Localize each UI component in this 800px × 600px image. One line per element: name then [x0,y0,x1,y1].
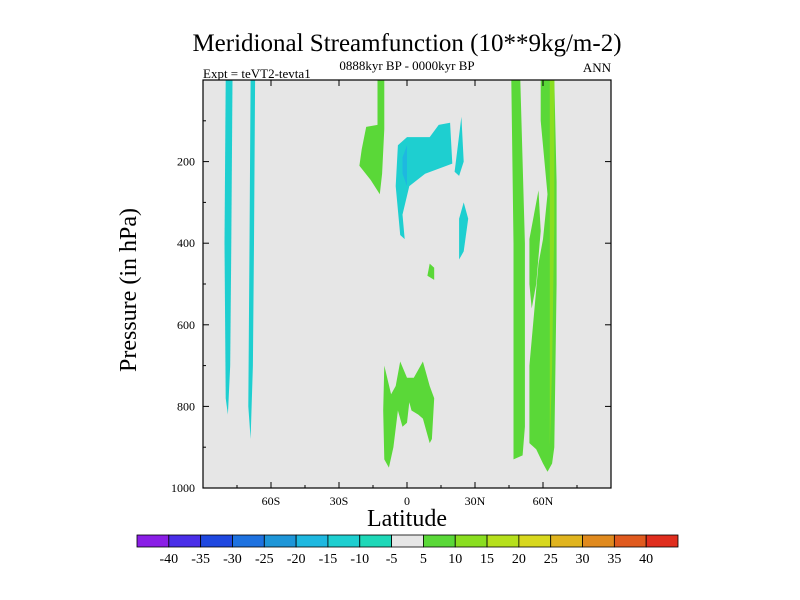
colorbar-label: 10 [448,552,462,567]
colorbar-box [550,534,583,548]
colorbar-box [136,534,170,548]
contour-region-4 [395,122,453,240]
x-tick-label: 30N [465,494,486,508]
colorbar-box [263,534,297,548]
period-label: 0888kyr BP - 0000kyr BP [339,58,474,73]
y-tick-label: 200 [177,155,195,169]
colorbar-label: -30 [223,552,242,567]
season-label: ANN [583,60,612,75]
chart-title: Meridional Streamfunction (10**9kg/m-2) [192,30,621,57]
colorbar-box [613,534,647,548]
contour-region-8 [427,263,435,280]
colorbar-label: -40 [159,552,178,567]
contour-region-14 [549,80,555,448]
colorbar-box [582,534,615,548]
axis-ticks: 60S 30S 0 30N 60N 200 400 600 800 1000 [171,80,611,508]
colorbar-box [486,534,520,548]
contour-region-9 [383,361,435,468]
contour-region-7 [459,202,469,260]
contour-region-12 [529,190,541,309]
colorbar-box [359,534,392,548]
experiment-label: Expt = teVT2-tevta1 [203,66,311,81]
colorbar-label: 30 [576,552,590,567]
colorbar-label: -35 [191,552,210,567]
x-axis-label: Latitude [367,506,447,532]
contour-region-5 [402,145,407,187]
colorbar-label: 5 [420,552,427,567]
contour-region-13 [543,251,548,427]
colorbar-label: -5 [386,552,398,567]
y-tick-label: 400 [177,236,195,250]
y-tick-label: 1000 [171,481,195,495]
colorbar-box [423,534,456,548]
colorbar-label: 15 [480,552,494,567]
colorbar-label: 35 [607,552,621,567]
colorbar-box [200,534,233,548]
y-tick-label: 800 [177,399,195,413]
colorbar-label: -15 [319,552,338,567]
colorbar-label: -10 [350,552,369,567]
colorbar-label: 40 [639,552,653,567]
colorbar-box [518,534,552,548]
contour-region-1 [224,80,233,415]
colorbar-box [454,534,488,548]
colorbar-label: 20 [512,552,526,567]
colorbar-box [168,534,202,548]
colorbar-box [327,534,361,548]
x-tick-label: 60S [262,494,281,508]
x-tick-label: 60N [533,494,554,508]
contour-regions [224,80,557,472]
colorbar-box [645,534,679,548]
y-tick-label: 600 [177,318,195,332]
contour-region-10 [511,80,525,460]
colorbar-label: 25 [544,552,558,567]
contour-region-3 [359,80,385,195]
colorbar: -40 -35 -30 -25 -20 -15 -10 -5 5 10 15 20 25 30 35 40 [136,534,679,567]
y-axis-label: Pressure (in hPa) [116,208,142,372]
colorbar-box [391,534,424,548]
colorbar-box [232,534,265,548]
contour-region-2 [248,80,256,439]
x-tick-label: 0 [404,494,410,508]
contour-region-6 [454,116,464,176]
colorbar-label: -25 [255,552,274,567]
x-tick-label: 30S [330,494,349,508]
colorbar-box [295,534,329,548]
colorbar-label: -20 [287,552,306,567]
